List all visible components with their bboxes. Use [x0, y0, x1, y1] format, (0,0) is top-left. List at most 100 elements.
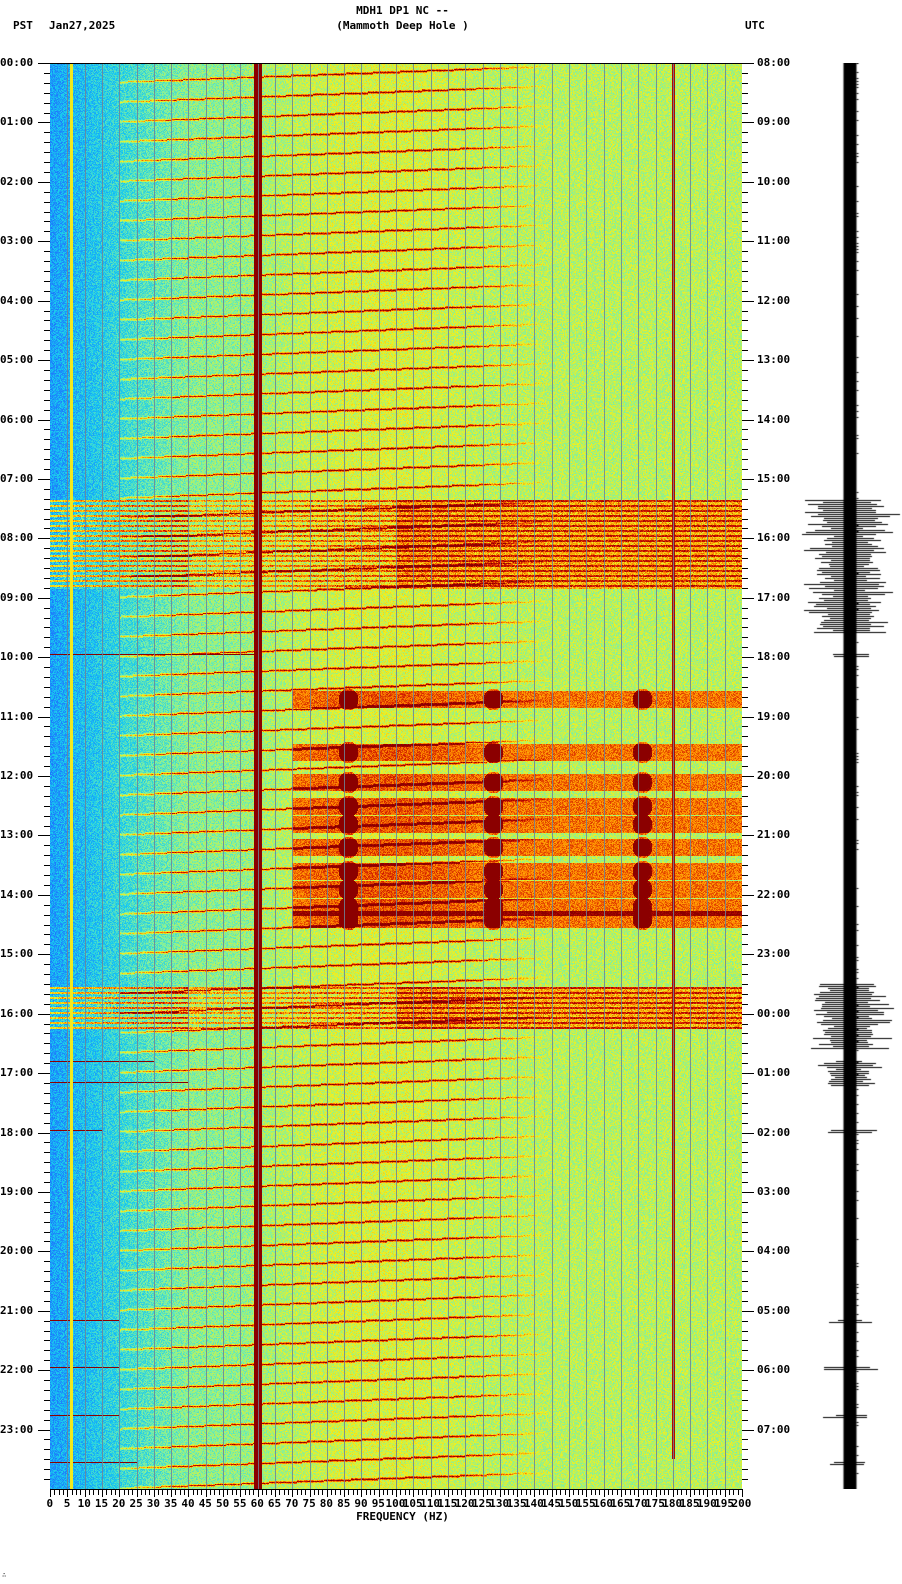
x-tick-label: 180 [662, 1497, 683, 1510]
y-tick-left [44, 627, 50, 628]
y-tick-left [44, 1083, 50, 1084]
x-tick [392, 1489, 393, 1495]
y-tick-right [742, 1142, 748, 1143]
y-tick-right [742, 1291, 748, 1292]
y-tick-right [742, 816, 748, 817]
y-tick-right [742, 1469, 748, 1470]
x-tick [357, 1489, 358, 1495]
x-tick [236, 1489, 237, 1495]
y-tick-left [44, 1340, 50, 1341]
x-tick [668, 1489, 669, 1495]
x-tick [656, 1489, 657, 1497]
y-tick-right [742, 113, 748, 114]
x-tick [707, 1489, 708, 1497]
y-tick-right [742, 439, 748, 440]
x-tick [167, 1489, 168, 1495]
x-tick [245, 1489, 246, 1495]
x-tick [210, 1489, 211, 1495]
x-tick-label: 175 [645, 1497, 665, 1510]
x-tick [366, 1489, 367, 1495]
y-tick-left [44, 1321, 50, 1322]
y-tick-left [44, 1033, 50, 1034]
y-tick-right [742, 618, 748, 619]
y-tick-right [742, 994, 748, 995]
x-tick-label: 15 [94, 1497, 109, 1510]
y-tick-left [38, 1014, 50, 1015]
x-tick-label: 55 [233, 1497, 247, 1510]
x-tick [353, 1489, 354, 1495]
y-tick-left [44, 281, 50, 282]
x-tick-label: 150 [558, 1497, 579, 1510]
y-tick-right [742, 1321, 748, 1322]
y-tick-left [44, 449, 50, 450]
y-tick-right [742, 1410, 748, 1411]
x-tick [617, 1489, 618, 1495]
x-tick-label: 20 [112, 1497, 126, 1510]
x-tick [413, 1489, 414, 1497]
y-tick-left [44, 944, 50, 945]
x-tick [180, 1489, 181, 1495]
y-tick-right [742, 578, 748, 579]
x-tick [729, 1489, 730, 1495]
y-tick-right [742, 499, 748, 500]
y-tick-right [742, 172, 748, 173]
y-tick-left [44, 261, 50, 262]
y-tick-right [742, 796, 748, 797]
x-tick [448, 1489, 449, 1497]
x-tick [664, 1489, 665, 1495]
x-tick-label: 135 [506, 1497, 527, 1510]
y-tick-left [44, 509, 50, 510]
x-tick [660, 1489, 661, 1495]
x-tick [608, 1489, 609, 1495]
x-tick [288, 1489, 289, 1495]
y-tick-right [742, 380, 748, 381]
x-tick-label: 65 [267, 1497, 282, 1510]
x-tick [591, 1489, 592, 1495]
x-tick [647, 1489, 648, 1495]
y-tick-right-label: 05:00 [757, 1303, 791, 1317]
x-tick [271, 1489, 272, 1495]
y-tick-right [742, 1301, 748, 1302]
y-tick-left [44, 766, 50, 767]
y-tick-right [742, 608, 748, 609]
x-tick [361, 1489, 362, 1497]
x-tick-label: 100 [385, 1497, 406, 1510]
y-tick-left [44, 637, 50, 638]
y-tick-right [742, 1172, 748, 1173]
y-tick-left-label: 07:00 [0, 471, 34, 485]
y-tick-right [742, 786, 748, 787]
y-tick-left [38, 182, 50, 183]
x-tick [673, 1489, 674, 1497]
x-tick [478, 1489, 479, 1495]
y-tick-left-label: 12:00 [0, 769, 34, 782]
y-tick-right [742, 1202, 748, 1203]
y-tick-right [742, 202, 748, 203]
y-tick-right [742, 1152, 748, 1153]
y-tick-right [742, 1133, 754, 1134]
y-tick-right [742, 162, 748, 163]
x-tick [630, 1489, 631, 1495]
y-tick-left [44, 855, 50, 856]
y-tick-right [742, 1439, 748, 1440]
x-tick-label: 200 [731, 1497, 752, 1510]
x-tick [703, 1489, 704, 1495]
x-tick [543, 1489, 544, 1495]
y-tick-left [44, 677, 50, 678]
x-tick-label: 35 [164, 1497, 178, 1510]
y-tick-left [44, 320, 50, 321]
y-tick-left [44, 618, 50, 619]
y-tick-right [742, 390, 748, 391]
y-tick-right [742, 647, 748, 648]
x-tick [513, 1489, 514, 1495]
x-tick [93, 1489, 94, 1495]
y-tick-right [742, 568, 748, 569]
y-tick-left [44, 806, 50, 807]
x-tick [738, 1489, 739, 1495]
y-tick-right [742, 1420, 748, 1421]
y-tick-right-label: 13:00 [757, 353, 791, 367]
y-tick-right [742, 400, 748, 401]
y-tick-right-label: 11:00 [757, 234, 791, 248]
x-tick [487, 1489, 488, 1495]
y-tick-right [742, 1380, 748, 1381]
y-tick-left [44, 400, 50, 401]
